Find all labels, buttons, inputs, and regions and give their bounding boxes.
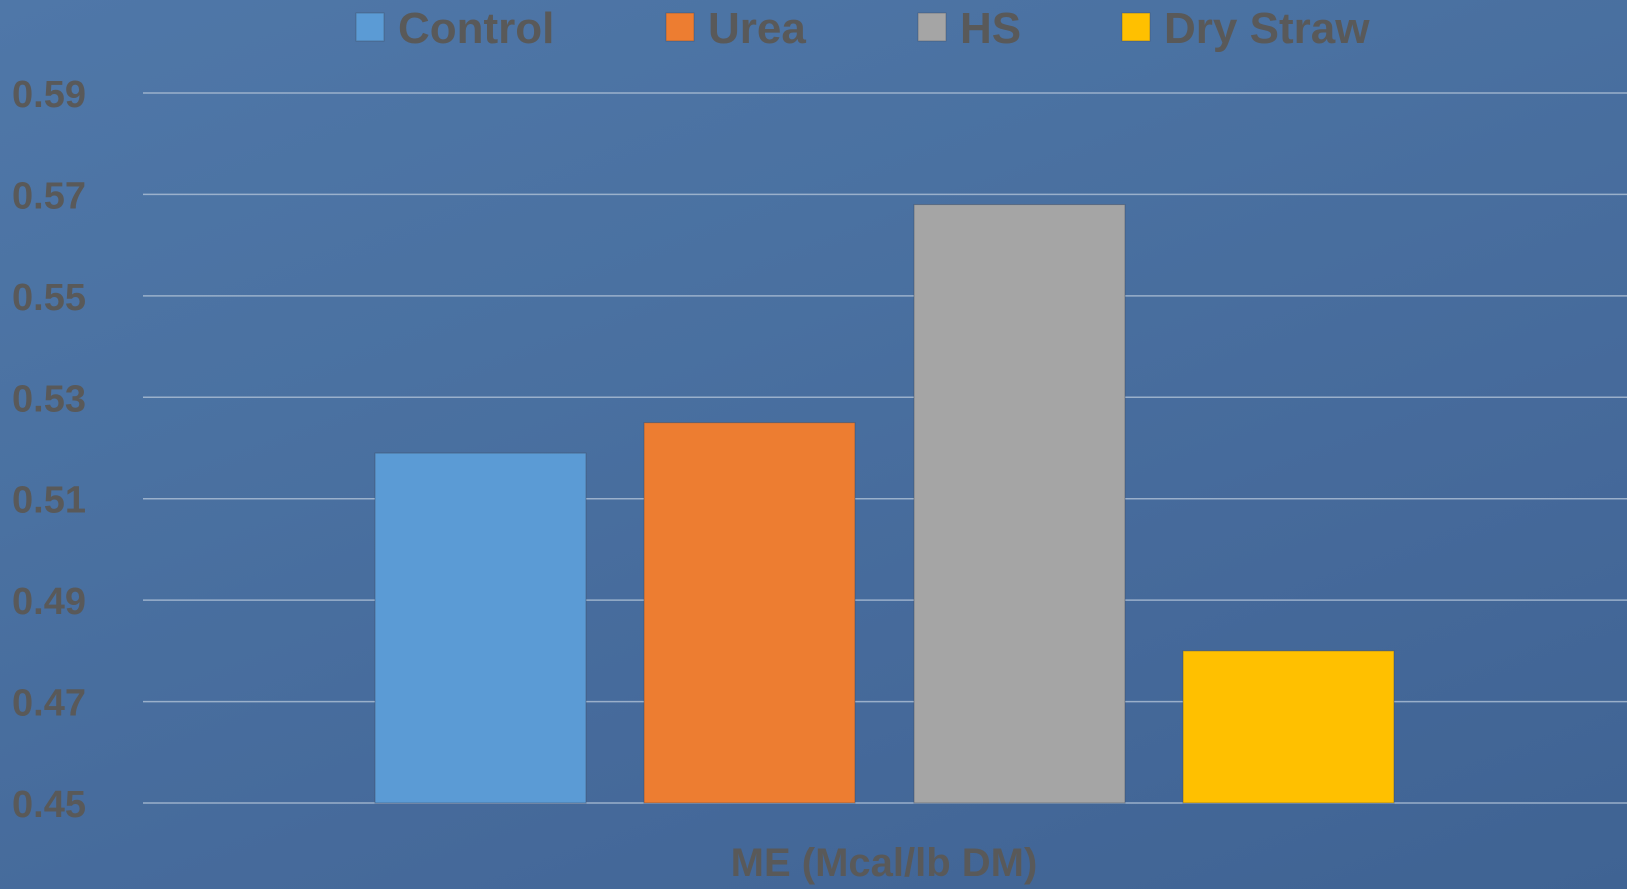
y-tick-label: 0.57: [12, 175, 86, 217]
y-tick-label: 0.51: [12, 480, 86, 522]
bar-dry-straw: [1182, 650, 1395, 804]
y-tick-label: 0.53: [12, 378, 86, 420]
y-tick-label: 0.49: [12, 581, 86, 623]
legend: Control Urea HS Dry Straw: [355, 4, 1370, 53]
legend-item: HS: [917, 4, 1021, 53]
legend-item: Control: [355, 4, 554, 53]
bar-hs: [913, 204, 1126, 804]
legend-item: Urea: [665, 4, 806, 53]
legend-swatch: [1121, 12, 1151, 42]
legend-label: HS: [960, 4, 1021, 53]
y-tick-label: 0.47: [12, 683, 86, 725]
legend-label: Dry Straw: [1164, 4, 1370, 53]
y-tick-label: 0.55: [12, 277, 86, 319]
y-tick-label: 0.45: [12, 784, 86, 826]
legend-swatch: [917, 12, 947, 42]
bar-control: [374, 452, 587, 804]
legend-swatch: [665, 12, 695, 42]
legend-label: Urea: [708, 4, 806, 53]
legend-item: Dry Straw: [1121, 4, 1370, 53]
bars: [374, 204, 1395, 804]
gridlines: [143, 92, 1627, 804]
legend-label: Control: [398, 4, 554, 53]
x-axis-title: ME (Mcal/lb DM): [731, 841, 1038, 885]
y-tick-label: 0.59: [12, 74, 86, 116]
y-axis-ticks: 0.45 0.47 0.49 0.51 0.53 0.55 0.57 0.59: [12, 74, 86, 826]
bar-urea: [643, 422, 856, 804]
legend-swatch: [355, 12, 385, 42]
